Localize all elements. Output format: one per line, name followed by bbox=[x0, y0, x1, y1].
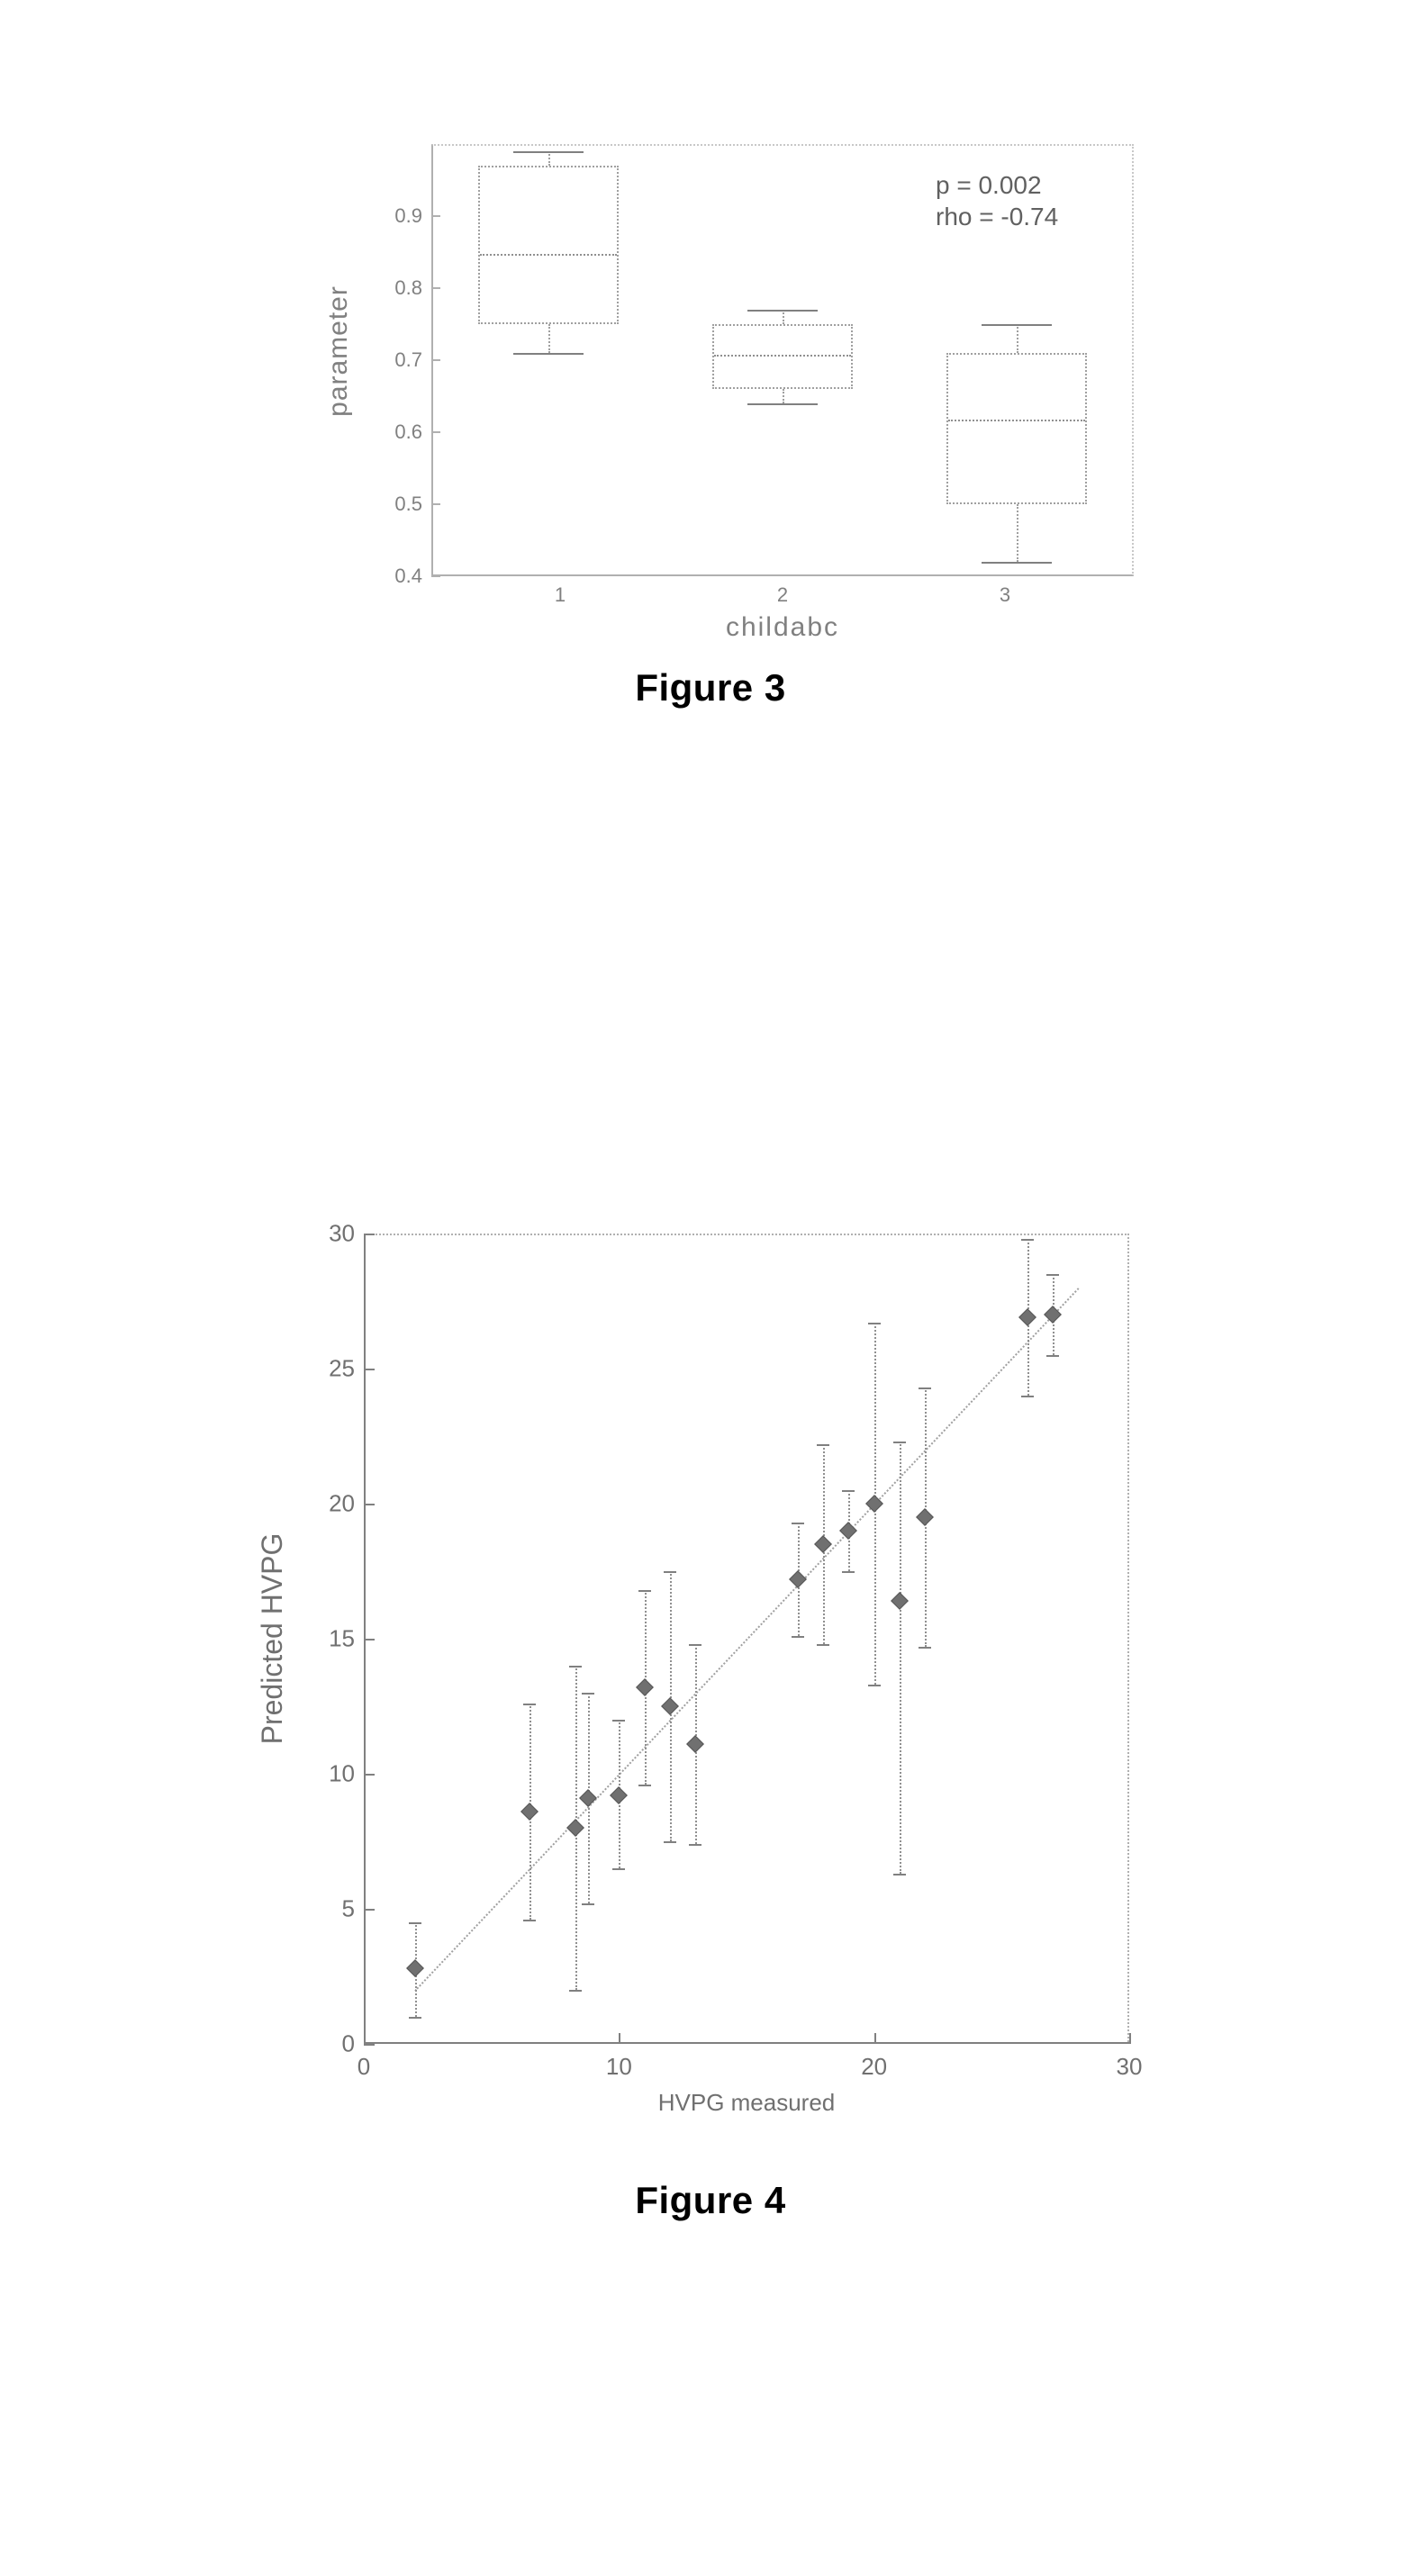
y-tick-label: 10 bbox=[329, 1760, 355, 1788]
error-bar-cap bbox=[664, 1841, 676, 1843]
y-tick-label: 20 bbox=[329, 1490, 355, 1518]
y-tick-label: 0.7 bbox=[394, 348, 422, 372]
y-tick-label: 0.8 bbox=[394, 276, 422, 300]
figure-3-annotation: p = 0.002 rho = -0.74 bbox=[936, 169, 1058, 232]
whisker-cap bbox=[747, 403, 818, 405]
figure-4-xlabel: HVPG measured bbox=[364, 2089, 1129, 2117]
error-bar-cap bbox=[689, 1844, 701, 1846]
y-tick-label: 0.9 bbox=[394, 204, 422, 228]
error-bar-cap bbox=[582, 1903, 594, 1905]
error-bar-cap bbox=[842, 1571, 855, 1573]
x-tick-label: 1 bbox=[555, 583, 566, 607]
error-bar-cap bbox=[612, 1720, 625, 1722]
error-bar-cap bbox=[1021, 1239, 1034, 1241]
y-tick-label: 0.5 bbox=[394, 493, 422, 516]
figure-3-caption: Figure 3 bbox=[269, 666, 1152, 710]
whisker bbox=[548, 324, 550, 353]
error-bar-cap bbox=[689, 1644, 701, 1646]
y-tick-label: 15 bbox=[329, 1625, 355, 1653]
whisker bbox=[1017, 324, 1018, 353]
error-bar-cap bbox=[523, 1704, 536, 1705]
whisker bbox=[1017, 504, 1018, 562]
whisker bbox=[783, 389, 784, 403]
error-bar-cap bbox=[582, 1693, 594, 1695]
x-tick-label: 3 bbox=[1000, 583, 1010, 607]
error-bar-cap bbox=[1046, 1355, 1059, 1357]
error-bar-cap bbox=[409, 1922, 421, 1924]
x-tick-label: 2 bbox=[777, 583, 788, 607]
x-tick-label: 20 bbox=[861, 2053, 887, 2081]
error-bar-cap bbox=[569, 1666, 582, 1668]
box-median bbox=[714, 355, 851, 357]
whisker bbox=[783, 310, 784, 324]
error-bar-cap bbox=[792, 1636, 804, 1638]
annot-rho: rho = -0.74 bbox=[936, 201, 1058, 232]
error-bar-cap bbox=[817, 1444, 829, 1446]
figure-4-caption: Figure 4 bbox=[238, 2179, 1183, 2222]
error-bar-cap bbox=[817, 1644, 829, 1646]
box bbox=[478, 166, 619, 324]
y-tick-label: 0.6 bbox=[394, 420, 422, 444]
figure-3-ylabel: parameter bbox=[323, 285, 354, 417]
whisker bbox=[548, 151, 550, 166]
error-bar bbox=[900, 1442, 901, 1874]
box bbox=[946, 353, 1087, 504]
annot-p: p = 0.002 bbox=[936, 169, 1058, 201]
box bbox=[712, 324, 853, 389]
whisker-cap bbox=[747, 310, 818, 312]
page: parameter childabc 0.4 0.5 0.6 0.7 0.8 0… bbox=[0, 0, 1421, 2576]
whisker-cap bbox=[982, 324, 1052, 326]
error-bar-cap bbox=[868, 1323, 881, 1324]
error-bar-cap bbox=[792, 1523, 804, 1524]
error-bar-cap bbox=[523, 1920, 536, 1921]
error-bar-cap bbox=[919, 1647, 931, 1649]
y-tick-label: 25 bbox=[329, 1355, 355, 1383]
error-bar-cap bbox=[409, 2017, 421, 2019]
error-bar-cap bbox=[919, 1387, 931, 1389]
error-bar-cap bbox=[842, 1490, 855, 1492]
x-tick-label: 30 bbox=[1117, 2053, 1143, 2081]
error-bar-cap bbox=[569, 1990, 582, 1992]
whisker-cap bbox=[982, 562, 1052, 564]
error-bar-cap bbox=[868, 1685, 881, 1686]
figure-3-xlabel: childabc bbox=[431, 612, 1134, 643]
error-bar-cap bbox=[638, 1785, 651, 1786]
error-bar-cap bbox=[893, 1442, 906, 1443]
y-tick-label: 0 bbox=[342, 2030, 355, 2058]
error-bar-cap bbox=[893, 1874, 906, 1876]
error-bar-cap bbox=[638, 1590, 651, 1592]
box-median bbox=[480, 254, 617, 256]
y-tick-label: 30 bbox=[329, 1220, 355, 1248]
figure-3-plot: parameter childabc 0.4 0.5 0.6 0.7 0.8 0… bbox=[305, 126, 1188, 639]
x-tick-label: 0 bbox=[358, 2053, 370, 2081]
error-bar-cap bbox=[1046, 1274, 1059, 1276]
figure-3: parameter childabc 0.4 0.5 0.6 0.7 0.8 0… bbox=[269, 126, 1152, 710]
error-bar-cap bbox=[1021, 1396, 1034, 1397]
y-tick-label: 5 bbox=[342, 1895, 355, 1923]
y-tick-label: 0.4 bbox=[394, 565, 422, 588]
error-bar-cap bbox=[664, 1571, 676, 1573]
figure-4: Predicted HVPG HVPG measured 0 5 10 15 20 25 3… bbox=[238, 1216, 1183, 2222]
x-tick-label: 10 bbox=[606, 2053, 632, 2081]
whisker-cap bbox=[513, 151, 584, 153]
whisker-cap bbox=[513, 353, 584, 355]
figure-4-plot: Predicted HVPG HVPG measured 0 5 10 15 20 25 3… bbox=[238, 1216, 1183, 2152]
figure-4-ylabel: Predicted HVPG bbox=[256, 1533, 289, 1745]
error-bar-cap bbox=[612, 1868, 625, 1870]
box-median bbox=[948, 420, 1085, 421]
